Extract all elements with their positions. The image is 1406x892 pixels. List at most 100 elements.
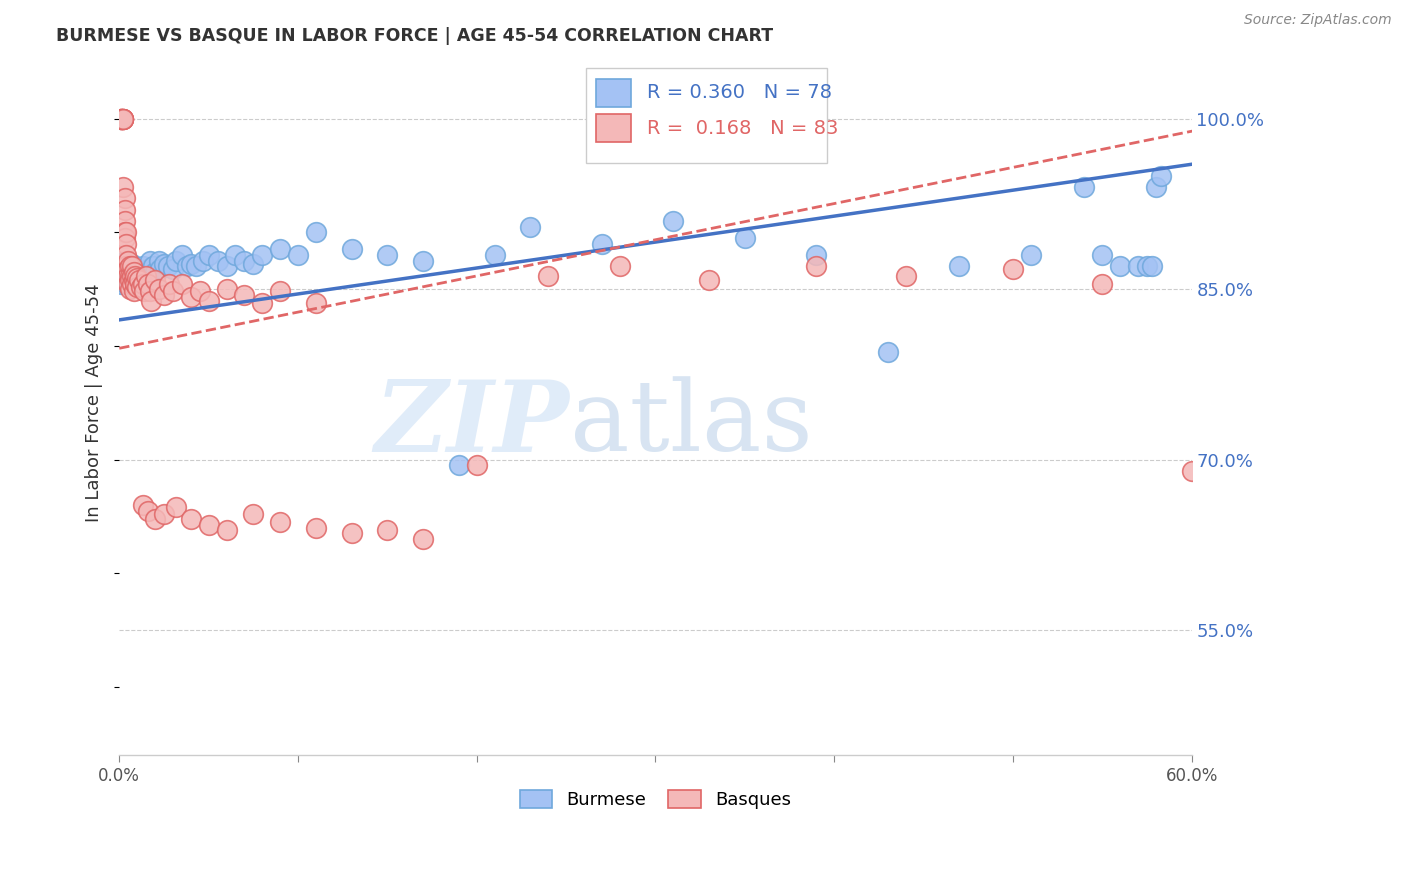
Basques <box>115 226 138 240</box>
Burmese <box>176 260 198 274</box>
Burmese <box>121 273 143 287</box>
Burmese <box>1019 248 1042 262</box>
Basques <box>537 268 560 283</box>
Burmese <box>948 260 970 274</box>
Burmese <box>115 261 138 276</box>
Basques <box>128 273 150 287</box>
Burmese <box>148 253 170 268</box>
Burmese <box>117 273 139 287</box>
Burmese <box>118 260 141 274</box>
Basques <box>118 273 141 287</box>
Burmese <box>662 214 685 228</box>
Text: atlas: atlas <box>569 376 813 472</box>
Burmese <box>340 243 363 257</box>
Burmese <box>141 268 163 283</box>
Burmese <box>115 277 138 291</box>
Burmese <box>142 260 165 274</box>
Burmese <box>180 257 202 271</box>
Basques <box>162 285 184 299</box>
Burmese <box>149 261 172 276</box>
Basques <box>110 112 132 126</box>
Burmese <box>1109 260 1132 274</box>
Burmese <box>377 248 399 262</box>
Basques <box>117 277 139 291</box>
Basques <box>135 268 157 283</box>
Basques <box>148 282 170 296</box>
Burmese <box>519 219 541 234</box>
Burmese <box>193 253 215 268</box>
Basques <box>252 296 274 310</box>
Basques <box>1181 464 1204 478</box>
Burmese <box>1142 260 1164 274</box>
Burmese <box>156 260 179 274</box>
Burmese <box>252 248 274 262</box>
Basques <box>143 273 166 287</box>
Basques <box>197 293 219 308</box>
Basques <box>110 112 132 126</box>
Burmese <box>117 265 139 279</box>
Burmese <box>1136 260 1159 274</box>
Text: R = 0.360   N = 78: R = 0.360 N = 78 <box>647 84 832 103</box>
Basques <box>115 248 138 262</box>
FancyBboxPatch shape <box>596 114 631 142</box>
Basques <box>111 180 134 194</box>
Basques <box>114 191 136 205</box>
Basques <box>114 202 136 217</box>
Burmese <box>734 231 756 245</box>
Text: R =  0.168   N = 83: R = 0.168 N = 83 <box>647 119 838 137</box>
Burmese <box>124 268 146 283</box>
Burmese <box>1126 260 1149 274</box>
Burmese <box>111 260 134 274</box>
Basques <box>894 268 917 283</box>
Burmese <box>118 277 141 291</box>
Basques <box>131 277 153 291</box>
Basques <box>157 277 180 291</box>
Basques <box>122 265 145 279</box>
Basques <box>465 458 488 473</box>
Basques <box>122 273 145 287</box>
Basques <box>305 296 328 310</box>
Basques <box>143 511 166 525</box>
Basques <box>412 532 434 546</box>
Burmese <box>122 261 145 276</box>
Burmese <box>1150 169 1173 183</box>
Basques <box>609 260 631 274</box>
Basques <box>124 268 146 283</box>
Burmese <box>233 253 256 268</box>
Burmese <box>138 253 160 268</box>
Basques <box>115 260 138 274</box>
Text: ZIP: ZIP <box>374 376 569 472</box>
Burmese <box>184 260 207 274</box>
Burmese <box>224 248 246 262</box>
Basques <box>111 112 134 126</box>
Basques <box>114 214 136 228</box>
Burmese <box>128 270 150 285</box>
Text: Source: ZipAtlas.com: Source: ZipAtlas.com <box>1244 13 1392 28</box>
Basques <box>153 507 176 521</box>
FancyBboxPatch shape <box>586 69 827 163</box>
Basques <box>269 285 291 299</box>
Basques <box>242 507 264 521</box>
Burmese <box>110 277 132 291</box>
Basques <box>153 288 176 302</box>
Basques <box>233 288 256 302</box>
Burmese <box>134 265 156 279</box>
Burmese <box>1091 248 1114 262</box>
Basques <box>129 280 152 294</box>
Basques <box>121 268 143 283</box>
Basques <box>111 112 134 126</box>
Basques <box>1001 261 1024 276</box>
Burmese <box>153 257 176 271</box>
Burmese <box>305 226 328 240</box>
Basques <box>118 268 141 283</box>
Burmese <box>484 248 506 262</box>
Burmese <box>135 270 157 285</box>
Basques <box>215 282 238 296</box>
Basques <box>188 285 211 299</box>
Burmese <box>269 243 291 257</box>
Burmese <box>121 265 143 279</box>
Burmese <box>162 261 184 276</box>
Basques <box>122 285 145 299</box>
Text: BURMESE VS BASQUE IN LABOR FORCE | AGE 45-54 CORRELATION CHART: BURMESE VS BASQUE IN LABOR FORCE | AGE 4… <box>56 27 773 45</box>
Basques <box>136 277 159 291</box>
